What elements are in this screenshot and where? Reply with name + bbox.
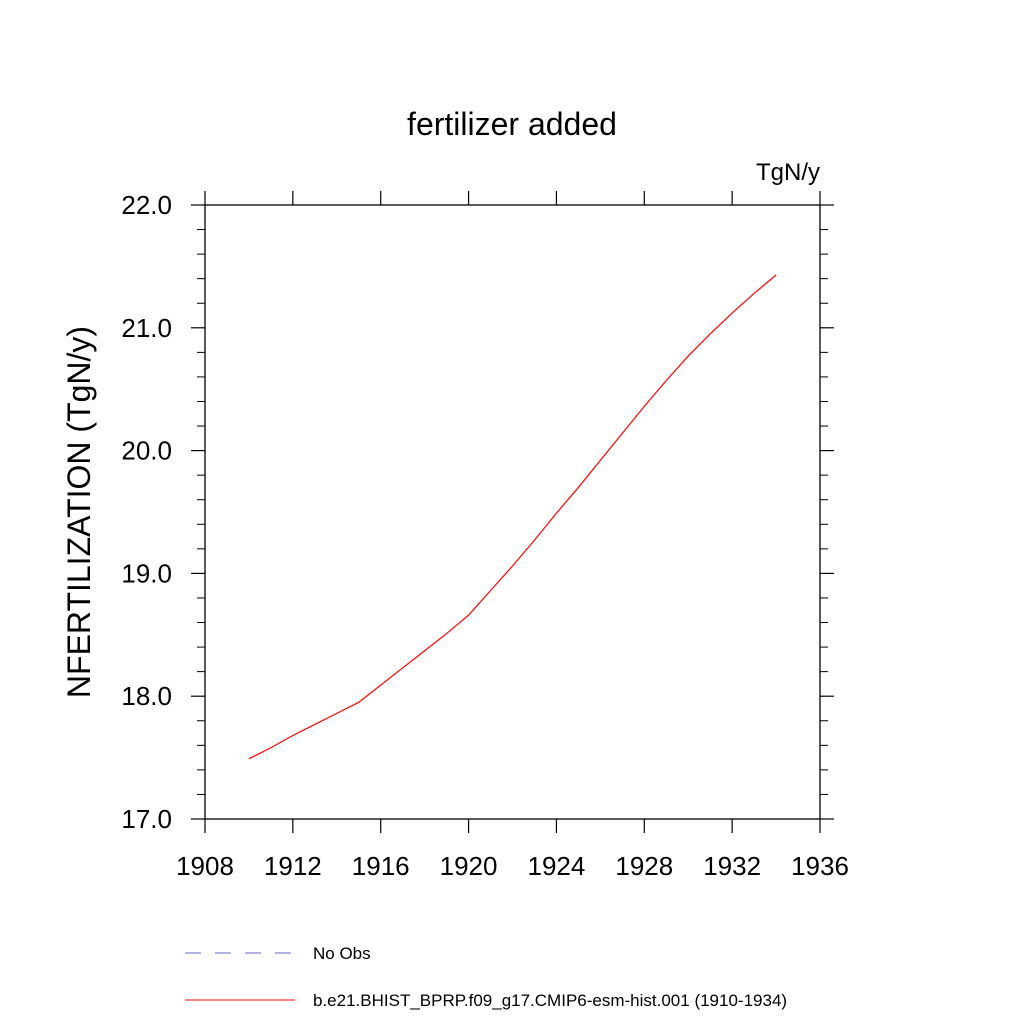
y-tick-labels: 17.0 18.0 19.0 20.0 21.0 22.0: [121, 190, 172, 834]
y-tick-label: 17.0: [121, 804, 172, 834]
legend: No Obs b.e21.BHIST_BPRP.f09_g17.CMIP6-es…: [185, 944, 787, 1010]
x-tick-label: 1928: [615, 851, 673, 881]
y-tick-label: 21.0: [121, 313, 172, 343]
y-tick-label: 22.0: [121, 190, 172, 220]
x-tick-label: 1924: [528, 851, 586, 881]
x-tick-label: 1916: [352, 851, 410, 881]
y-tick-label: 19.0: [121, 558, 172, 588]
x-tick-label: 1920: [440, 851, 498, 881]
y-axis-label: NFERTILIZATION (TgN/y): [61, 326, 97, 698]
x-tick-label: 1908: [176, 851, 234, 881]
x-tick-label: 1912: [264, 851, 322, 881]
series-line-0: [248, 274, 777, 760]
x-tick-label: 1936: [791, 851, 849, 881]
chart-title: fertilizer added: [407, 106, 617, 142]
legend-label-no-obs: No Obs: [313, 944, 371, 963]
series-layer: [248, 274, 777, 760]
y-tick-label: 20.0: [121, 436, 172, 466]
axis-ticks: [191, 191, 834, 833]
y-tick-label: 18.0: [121, 681, 172, 711]
units-label: TgN/y: [756, 159, 820, 186]
x-tick-label: 1932: [703, 851, 761, 881]
x-tick-labels: 1908 1912 1916 1920 1924 1928 1932 1936: [176, 851, 849, 881]
legend-label-model: b.e21.BHIST_BPRP.f09_g17.CMIP6-esm-hist.…: [313, 991, 787, 1010]
plot-frame: [204, 204, 821, 820]
